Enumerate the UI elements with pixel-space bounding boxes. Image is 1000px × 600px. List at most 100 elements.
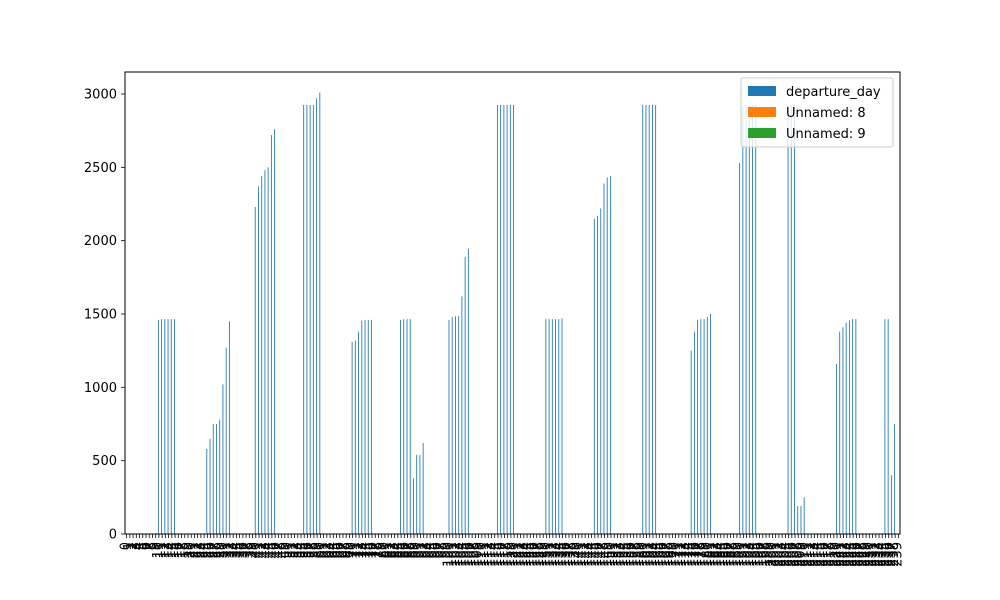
x-tick-label: 221	[832, 542, 847, 567]
x-tick-label: 128	[532, 542, 547, 567]
x-tick-label: 211	[800, 542, 815, 567]
x-tick-label: 230	[861, 542, 876, 567]
x-tick-label: 183	[710, 542, 725, 567]
bar	[254, 206, 256, 534]
x-tick-label: 236	[881, 542, 896, 567]
x-tick-label: 16	[170, 542, 185, 559]
bar	[645, 105, 647, 534]
x-tick-label: 67	[335, 542, 350, 559]
x-tick-label: 201	[768, 542, 783, 567]
x-tick-label: 218	[823, 542, 838, 567]
x-tick-label: 11	[154, 542, 169, 559]
x-tick-label: 186	[719, 542, 734, 567]
x-tick-label: 62	[319, 542, 334, 559]
x-tick-label: 98	[435, 542, 450, 559]
bar	[161, 319, 163, 534]
legend-swatch	[748, 86, 776, 96]
x-tick-label: 35	[232, 542, 247, 559]
x-tick-label: 238	[887, 542, 902, 567]
x-tick-label: 208	[790, 542, 805, 567]
bar	[597, 215, 598, 535]
x-tick-label: 32	[222, 542, 237, 559]
bar	[839, 331, 841, 534]
bar	[371, 319, 372, 534]
x-tick-label: 179	[697, 542, 712, 567]
x-tick-label: 42	[254, 542, 269, 559]
x-tick-label: 65	[329, 542, 344, 559]
bar	[458, 316, 460, 534]
x-tick-label: 130	[538, 542, 553, 567]
bar	[419, 454, 421, 534]
x-tick-label: 187	[722, 542, 737, 567]
x-tick-label: 199	[761, 542, 776, 567]
x-tick-label: 203	[774, 542, 789, 567]
x-tick-label: 7	[141, 542, 156, 550]
bar	[400, 319, 401, 534]
x-tick-label: 36	[235, 542, 250, 559]
x-tick-label: 204	[777, 542, 792, 567]
x-tick-label: 14	[164, 542, 179, 559]
bar	[403, 319, 405, 534]
bar	[222, 384, 224, 534]
x-tick-label: 38	[241, 542, 256, 559]
x-tick-label: 40	[248, 542, 263, 559]
x-tick-label: 214	[810, 542, 825, 567]
x-tick-label: 79	[374, 542, 389, 559]
x-tick-label: 162	[642, 542, 657, 567]
bar	[651, 105, 653, 534]
x-tick-label: 198	[758, 542, 773, 567]
bar	[364, 319, 366, 534]
x-tick-label: 120	[506, 542, 521, 567]
x-tick-label: 19	[180, 542, 195, 559]
x-tick-label: 152	[609, 542, 624, 567]
x-tick-label: 76	[364, 542, 379, 559]
x-tick-label: 50	[280, 542, 295, 559]
x-tick-label: 157	[626, 542, 641, 567]
bar	[206, 448, 208, 534]
x-tick-label: 24	[196, 542, 211, 559]
x-tick-label: 51	[283, 542, 298, 559]
x-tick-label: 121	[509, 542, 524, 567]
x-tick-label: 155	[619, 542, 634, 567]
x-tick-label: 140	[571, 542, 586, 567]
x-tick-label: 88	[403, 542, 418, 559]
bar	[270, 135, 272, 534]
x-tick-label: 222	[835, 542, 850, 567]
bar	[545, 319, 547, 534]
bar	[216, 424, 217, 534]
x-tick-label: 73	[354, 542, 369, 559]
x-tick-label: 133	[548, 542, 563, 567]
bar	[845, 322, 847, 534]
bar	[209, 438, 211, 534]
x-tick-label: 17	[174, 542, 189, 559]
x-tick-label: 80	[377, 542, 392, 559]
bar	[167, 319, 169, 534]
x-tick-label: 209	[794, 542, 809, 567]
x-tick-label: 23	[193, 542, 208, 559]
x-tick-label: 147	[593, 542, 608, 567]
bar	[887, 319, 889, 534]
x-tick-label: 83	[387, 542, 402, 559]
x-tick-label: 136	[558, 542, 573, 567]
x-tick-label: 213	[806, 542, 821, 567]
x-tick-label: 127	[529, 542, 544, 567]
x-tick-label: 54	[293, 542, 308, 559]
x-tick-label: 94	[422, 542, 437, 559]
x-tick-label: 103	[451, 542, 466, 567]
x-tick-label: 9	[148, 542, 163, 550]
bar	[884, 319, 886, 534]
x-tick-label: 52	[287, 542, 302, 559]
bar	[610, 176, 611, 534]
bar	[319, 92, 321, 534]
bar	[642, 105, 644, 534]
y-tick-label: 1500	[84, 308, 117, 323]
bar	[409, 319, 411, 534]
x-tick-label: 18	[177, 542, 192, 559]
bar	[593, 218, 595, 535]
bar	[228, 321, 230, 534]
x-tick-label: 174	[680, 542, 695, 567]
bar	[513, 105, 514, 534]
x-tick-label: 59	[309, 542, 324, 559]
bar	[555, 319, 556, 534]
bar	[703, 319, 705, 534]
